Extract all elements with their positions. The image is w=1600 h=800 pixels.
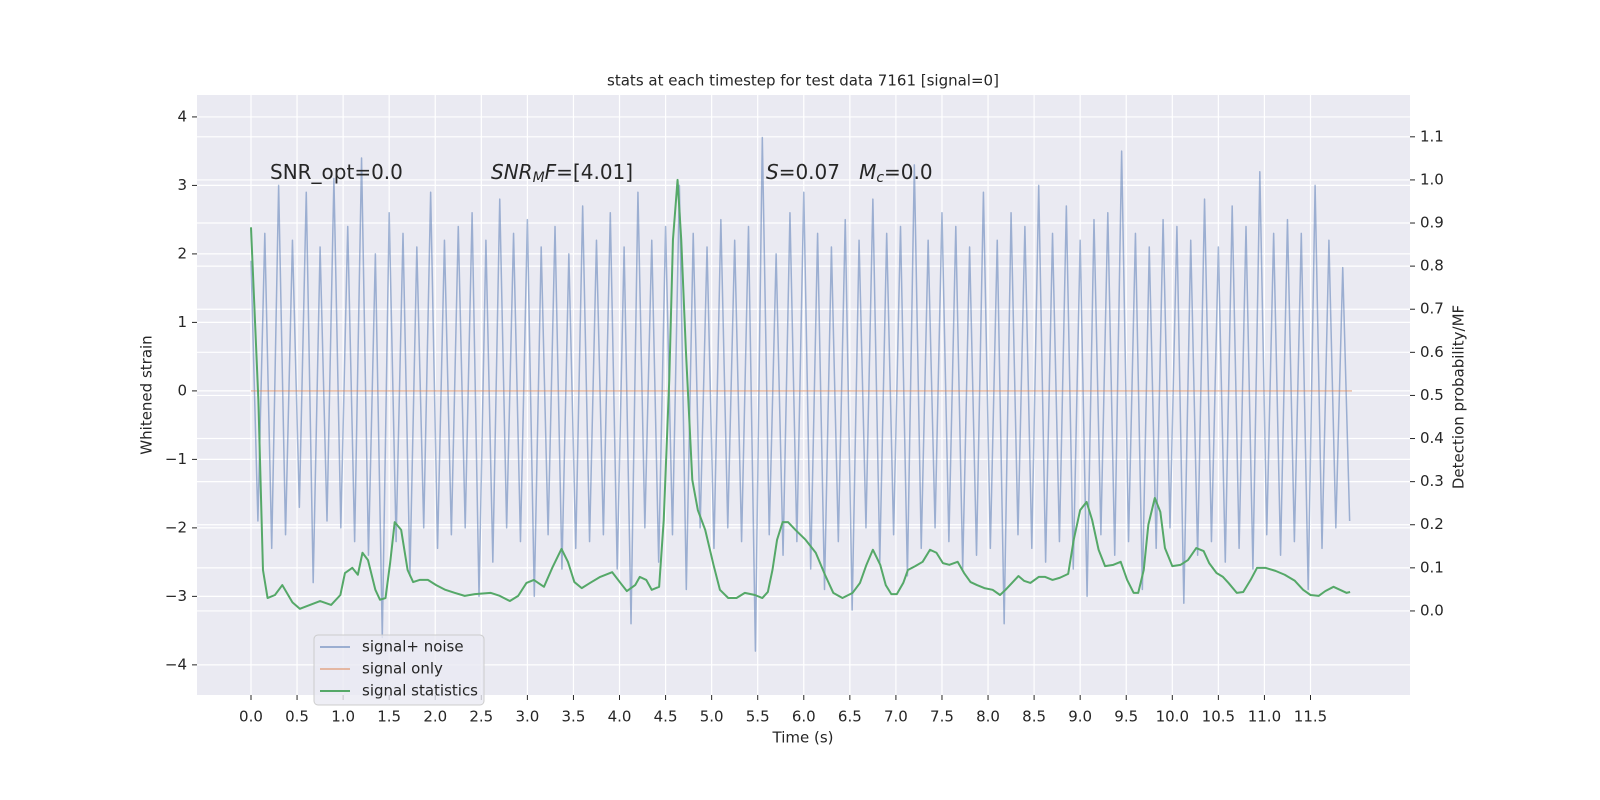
annotation: S=0.07 Mc=0.0: [766, 160, 933, 187]
x-tick-label: 10.0: [1156, 708, 1189, 726]
y2-tick-label: 1.0: [1420, 170, 1444, 188]
annotation-part: M: [859, 160, 876, 184]
x-tick-label: 6.5: [838, 708, 862, 726]
y2-tick-label: 0.4: [1420, 429, 1444, 447]
annotation-part: =0.0: [884, 160, 933, 184]
x-tick-label: 3.0: [515, 708, 539, 726]
y-tick-label: 1: [177, 313, 187, 331]
series-line: [249, 178, 1351, 610]
y-tick-label: 2: [177, 244, 187, 262]
y-axis-label: Whitened strain: [138, 335, 156, 454]
x-tick-label: 7.5: [930, 708, 954, 726]
x-tick-label: 8.5: [1022, 708, 1046, 726]
annotation-part: SNR_opt=0.0: [270, 160, 403, 184]
annotation-part: =0.07: [779, 160, 859, 184]
x-tick-label: 0.0: [239, 708, 263, 726]
chart-title: stats at each timestep for test data 716…: [607, 72, 999, 90]
annotation-part: SNR: [491, 160, 533, 184]
x-tick-label: 11.5: [1294, 708, 1327, 726]
x-tick-label: 1.0: [331, 708, 355, 726]
x-axis-label: Time (s): [772, 729, 834, 747]
x-tick-label: 1.5: [377, 708, 401, 726]
x-tick-label: 8.0: [976, 708, 1000, 726]
x-tick-label: 4.0: [608, 708, 632, 726]
legend-box: [313, 634, 485, 706]
annotation: SNR_opt=0.0: [270, 160, 403, 184]
y-tick-label: −4: [165, 655, 187, 673]
y2-tick-label: 0.7: [1420, 300, 1444, 318]
y-tick-label: −2: [165, 518, 187, 536]
annotation-part: F: [545, 160, 557, 184]
y-tick-label: 4: [177, 107, 187, 125]
y2-tick-label: 1.1: [1420, 127, 1444, 145]
x-tick-label: 0.5: [285, 708, 309, 726]
x-tick-label: 10.5: [1202, 708, 1235, 726]
legend-label: signal only: [362, 660, 443, 678]
y-tick-label: −1: [165, 450, 187, 468]
annotation: SNRMF=[4.01]: [491, 160, 633, 187]
x-tick-label: 11.0: [1248, 708, 1281, 726]
y-tick-label: 3: [177, 176, 187, 194]
y2-tick-label: 0.1: [1420, 558, 1444, 576]
y2-tick-label: 0.6: [1420, 343, 1444, 361]
y2-tick-label: 0.9: [1420, 214, 1444, 232]
y-tick-label: −3: [165, 587, 187, 605]
y-tick-label: 0: [177, 381, 187, 399]
marks: [249, 136, 1352, 652]
x-tick-label: 2.5: [469, 708, 493, 726]
legend-label: signal+ noise: [362, 638, 464, 656]
x-tick-label: 6.0: [792, 708, 816, 726]
annotation-part: c: [876, 170, 884, 186]
annotation-part: S: [766, 160, 779, 184]
grid: [197, 95, 1410, 695]
x-tick-label: 3.5: [562, 708, 586, 726]
x-tick-label: 5.0: [700, 708, 724, 726]
labels: 0.0 0.5 1.0 1.5 2.0 2.5 3.0 3.5 4.0 4.5 5.0 5.5 6.0 6…: [165, 107, 1444, 725]
y2-tick-label: 0.3: [1420, 472, 1444, 490]
series-line: [250, 136, 1351, 652]
x-tick-label: 9.0: [1068, 708, 1092, 726]
x-tick-label: 5.5: [746, 708, 770, 726]
x-tick-label: 2.0: [423, 708, 447, 726]
y2-tick-label: 0.2: [1420, 515, 1444, 533]
x-tick-label: 9.5: [1114, 708, 1138, 726]
y2-tick-label: 0.5: [1420, 386, 1444, 404]
x-tick-label: 7.0: [884, 708, 908, 726]
annotation-part: M: [533, 170, 545, 186]
annotation-part: =[4.01]: [556, 160, 633, 184]
x-tick-label: 4.5: [654, 708, 678, 726]
legend-label: signal statistics: [362, 682, 478, 700]
y2-tick-label: 0.8: [1420, 257, 1444, 275]
y2-axis-label: Detection probability/MF: [1450, 305, 1468, 489]
y2-tick-label: 0.0: [1420, 601, 1444, 619]
